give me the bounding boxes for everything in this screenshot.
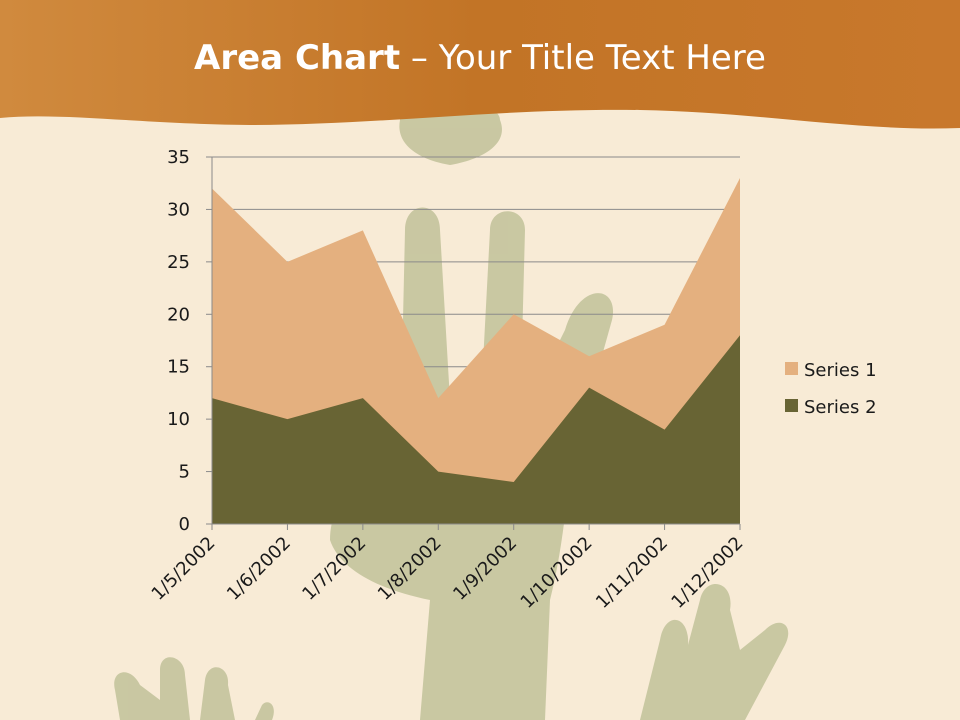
plot-areas xyxy=(212,177,740,524)
x-tick-label: 1/10/2002 xyxy=(517,533,597,613)
title-rest: – Your Title Text Here xyxy=(400,38,766,78)
title-bold: Area Chart xyxy=(194,38,401,78)
x-tick-label: 1/7/2002 xyxy=(298,533,370,605)
y-tick-label: 10 xyxy=(167,409,190,430)
legend-swatch-series-2 xyxy=(785,399,798,412)
x-tick-label: 1/11/2002 xyxy=(592,533,672,613)
x-tick-label: 1/9/2002 xyxy=(449,533,521,605)
y-tick-label: 30 xyxy=(167,199,190,220)
legend-swatch-series-1 xyxy=(785,362,798,375)
y-tick-label: 15 xyxy=(167,357,190,378)
x-tick-label: 1/6/2002 xyxy=(223,533,295,605)
y-tick-label: 25 xyxy=(167,252,190,273)
y-tick-label: 5 xyxy=(179,462,190,483)
legend-label-series-2: Series 2 xyxy=(804,397,877,418)
header-band xyxy=(0,0,960,129)
legend: Series 1 Series 2 xyxy=(785,360,877,418)
y-tick-label: 35 xyxy=(167,147,190,168)
x-tick-label: 1/8/2002 xyxy=(374,533,446,605)
y-tick-label: 20 xyxy=(167,304,190,325)
x-tick-label: 1/12/2002 xyxy=(667,533,747,613)
slide-title: Area Chart – Your Title Text Here xyxy=(0,38,960,78)
y-tick-label: 0 xyxy=(179,514,190,535)
area-series-2 xyxy=(212,335,740,524)
legend-label-series-1: Series 1 xyxy=(804,360,877,381)
x-tick-label: 1/5/2002 xyxy=(148,533,220,605)
